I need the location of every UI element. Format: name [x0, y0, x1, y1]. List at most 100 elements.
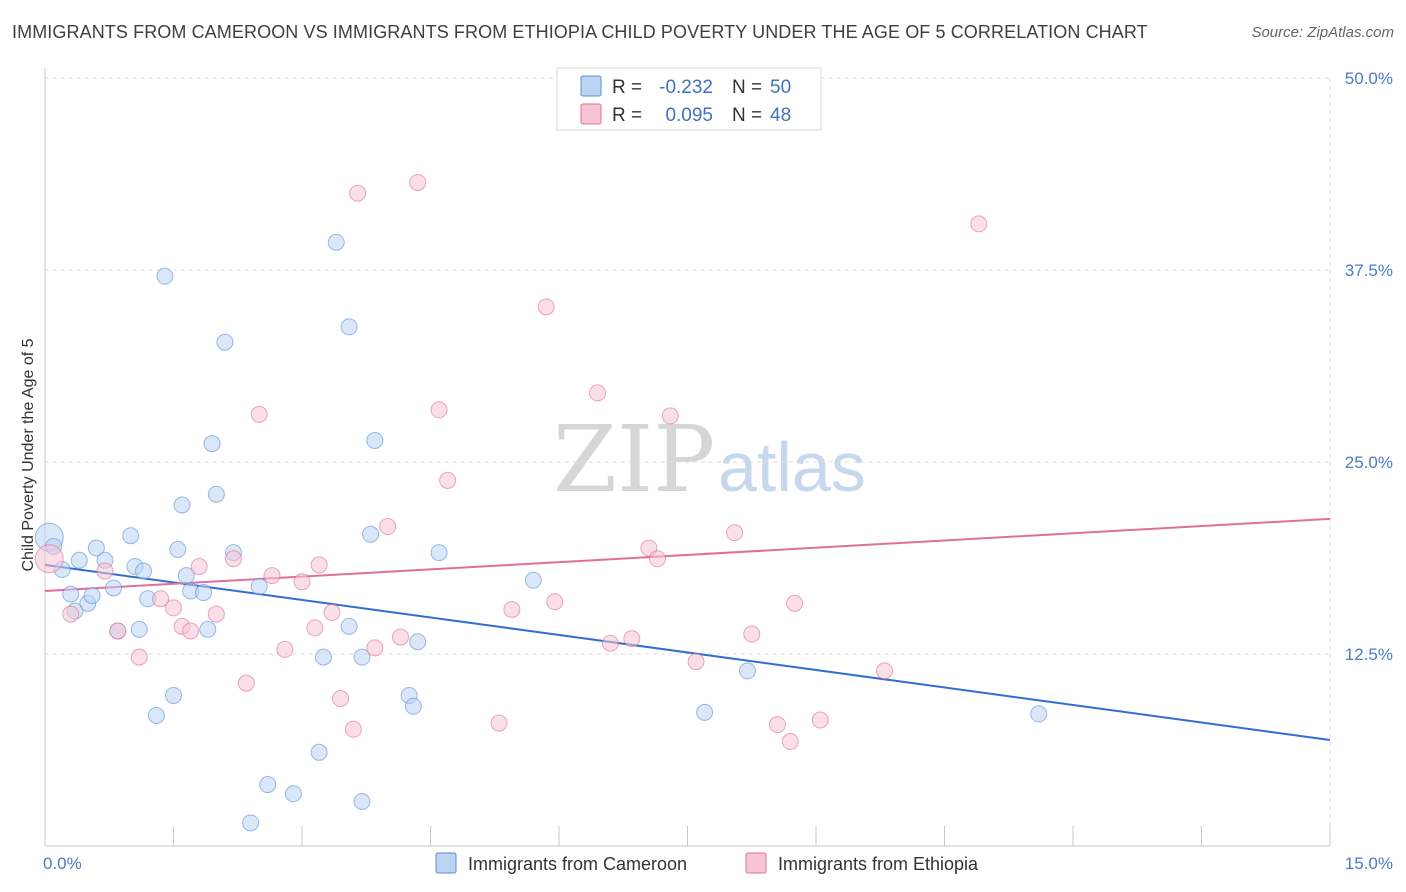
scatter-point: [623, 630, 641, 648]
scatter-point: [122, 527, 140, 545]
series-points-1: [34, 173, 988, 751]
scatter-point: [147, 706, 165, 724]
scatter-point: [130, 620, 148, 638]
scatter-point: [589, 384, 607, 402]
scatter-point: [349, 184, 367, 202]
scatter-point: [96, 562, 114, 580]
scatter-point: [250, 577, 268, 595]
scatter-point: [353, 648, 371, 666]
legend-n-value-cameroon: 50: [770, 77, 791, 98]
scatter-point: [237, 674, 255, 692]
legend-n-label: N =: [732, 105, 762, 126]
correlation-legend: R = -0.232 N = 50 R = 0.095 N = 48: [556, 67, 822, 131]
scatter-point: [340, 617, 358, 635]
scatter-point: [105, 579, 123, 597]
scatter-point: [169, 541, 187, 559]
scatter-point: [392, 628, 410, 646]
scatter-point: [310, 743, 328, 761]
scatter-point: [601, 634, 619, 652]
scatter-point: [199, 620, 217, 638]
legend-r-value-ethiopia: 0.095: [665, 105, 713, 126]
scatter-point: [259, 776, 277, 794]
scatter-point: [194, 584, 212, 602]
scatter-point: [524, 571, 542, 589]
scatter-point: [207, 605, 225, 623]
scatter-point: [203, 435, 221, 453]
x-tick-label: 0.0%: [43, 854, 82, 873]
scatter-point: [130, 648, 148, 666]
scatter-point: [696, 703, 714, 721]
y-axis-label: Child Poverty Under the Age of 5: [20, 338, 37, 571]
scatter-point: [439, 471, 457, 489]
scatter-point: [314, 648, 332, 666]
scatter-point: [276, 640, 294, 658]
scatter-point: [293, 573, 311, 591]
series-label-cameroon: Immigrants from Cameroon: [468, 854, 687, 874]
watermark-zip: ZIP: [553, 406, 715, 513]
scatter-point: [340, 318, 358, 336]
series-label-ethiopia: Immigrants from Ethiopia: [778, 854, 979, 874]
scatter-point: [207, 485, 225, 503]
legend-n-label: N =: [732, 77, 762, 98]
y-tick-label: 50.0%: [1345, 69, 1393, 88]
scatter-point: [177, 567, 195, 585]
watermark: ZIP atlas: [553, 406, 866, 513]
scatter-point: [62, 585, 80, 603]
axes: [44, 68, 1331, 847]
scatter-point: [743, 625, 761, 643]
series-legend: Immigrants from Cameroon Immigrants from…: [435, 852, 979, 874]
series-swatch-cameroon: [435, 852, 457, 874]
scatter-point: [250, 405, 268, 423]
scatter-point: [781, 733, 799, 751]
scatter-point: [216, 333, 234, 351]
scatter-point: [165, 686, 182, 704]
scatter-points: [34, 173, 1048, 832]
source-credit: Source: ZipAtlas.com: [1251, 24, 1394, 41]
scatter-point: [242, 814, 260, 832]
scatter-point: [366, 431, 384, 449]
scatter-point: [490, 714, 508, 732]
scatter-point: [156, 267, 174, 285]
scatter-point: [109, 622, 127, 640]
scatter-point: [135, 562, 153, 580]
scatter-point: [430, 401, 448, 419]
scatter-point: [284, 785, 302, 803]
watermark-atlas: atlas: [718, 428, 866, 506]
scatter-point: [409, 633, 427, 651]
scatter-point: [811, 711, 829, 729]
scatter-point: [738, 662, 756, 680]
scatter-point: [687, 653, 705, 671]
legend-r-label: R =: [612, 105, 642, 126]
scatter-point: [366, 639, 384, 657]
scatter-point: [661, 407, 679, 425]
trend-line-0: [44, 563, 1331, 742]
scatter-point: [34, 544, 64, 574]
x-tick-label: 15.0%: [1345, 854, 1393, 873]
y-tick-labels: 12.5% 25.0% 37.5% 50.0%: [1345, 69, 1393, 664]
y-tick-label: 12.5%: [1345, 645, 1393, 664]
scatter-point: [537, 298, 555, 316]
scatter-point: [404, 697, 422, 715]
scatter-point: [332, 690, 350, 708]
scatter-point: [726, 524, 744, 542]
scatter-point: [263, 567, 281, 585]
legend-swatch-ethiopia: [580, 103, 602, 125]
scatter-point: [768, 716, 786, 734]
scatter-point: [323, 604, 341, 622]
scatter-point: [83, 587, 101, 605]
scatter-point: [306, 619, 324, 637]
scatter-point: [546, 593, 564, 611]
scatter-point: [173, 496, 191, 514]
scatter-point: [503, 600, 521, 618]
scatter-point: [1030, 705, 1048, 723]
scatter-point: [190, 557, 208, 575]
scatter-point: [876, 662, 894, 680]
x-tick-labels: 0.0% 15.0%: [43, 854, 1393, 873]
legend-r-label: R =: [612, 77, 642, 98]
y-tick-label: 25.0%: [1345, 453, 1393, 472]
scatter-point: [70, 551, 88, 569]
series-points-0: [34, 233, 1048, 832]
series-swatch-ethiopia: [745, 852, 767, 874]
scatter-point: [970, 215, 988, 233]
